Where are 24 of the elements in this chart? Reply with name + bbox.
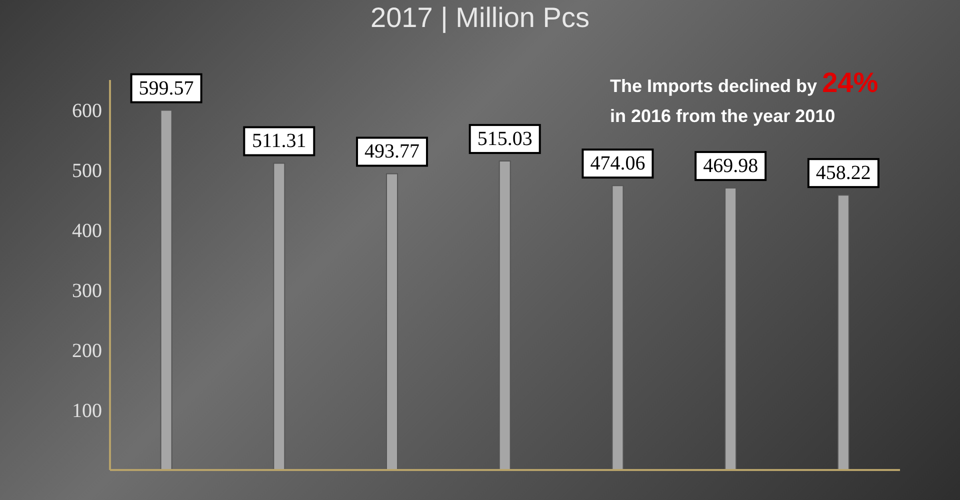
y-tick-label: 300 xyxy=(72,280,102,302)
data-label: 493.77 xyxy=(364,140,420,163)
annotation: The Imports declined by xyxy=(610,76,818,96)
bar xyxy=(160,110,172,470)
data-label: 515.03 xyxy=(477,128,532,150)
data-label: 599.57 xyxy=(138,77,194,100)
annotation: 24% xyxy=(822,67,878,98)
bar xyxy=(837,194,850,470)
y-tick-label: 200 xyxy=(72,340,102,362)
bar xyxy=(273,162,286,470)
y-tick-label: 400 xyxy=(72,220,102,242)
chart-title: 2017 | Million Pcs xyxy=(370,2,590,34)
data-label: 458.22 xyxy=(816,162,871,184)
bar xyxy=(724,188,737,470)
data-label: 511.31 xyxy=(252,130,306,152)
annotation: in 2016 from the year 2010 xyxy=(610,105,836,128)
y-tick-label: 500 xyxy=(72,160,102,182)
y-tick-label: 600 xyxy=(72,100,102,122)
data-label: 469.98 xyxy=(703,155,758,178)
bar xyxy=(386,173,398,470)
bar xyxy=(612,185,624,470)
y-tick-label: 100 xyxy=(72,400,102,422)
data-label: 474.06 xyxy=(590,152,646,175)
bar xyxy=(498,160,511,470)
